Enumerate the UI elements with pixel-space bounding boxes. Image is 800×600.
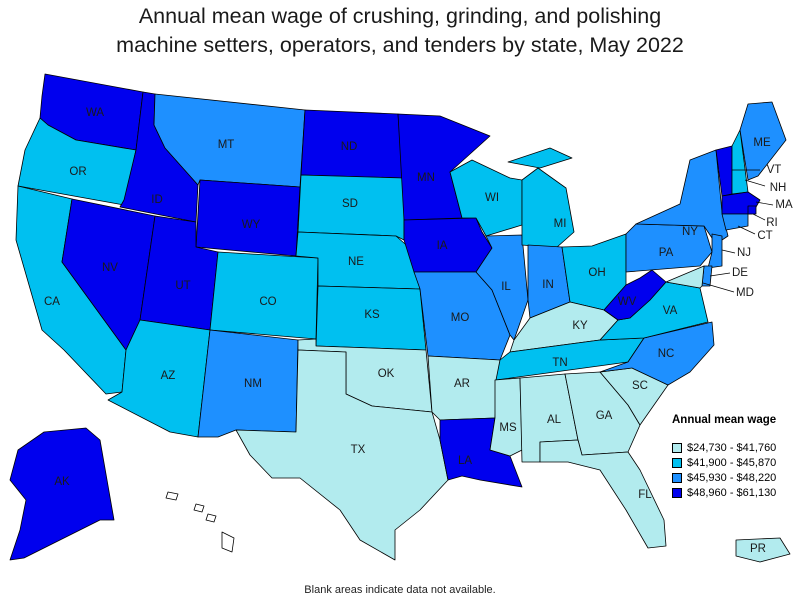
legend-swatch <box>672 457 682 468</box>
leader-line-ma <box>755 201 774 206</box>
state-label-ks: KS <box>364 309 380 321</box>
legend-item: $45,930 - $48,220 <box>672 470 798 485</box>
state-ak[interactable] <box>9 427 115 561</box>
state-label-md: MD <box>736 287 754 299</box>
legend-item: $24,730 - $41,760 <box>672 440 798 455</box>
state-label-de: DE <box>732 267 748 279</box>
state-label-oh: OH <box>588 267 605 279</box>
state-me[interactable] <box>739 101 787 181</box>
state-label-nv: NV <box>102 262 118 274</box>
state-label-nd: ND <box>341 141 358 153</box>
leader-line-ct <box>737 225 756 235</box>
state-wy[interactable] <box>195 179 301 257</box>
state-mi[interactable] <box>507 147 575 249</box>
state-label-wi: WI <box>485 192 499 204</box>
legend-title: Annual mean wage <box>672 414 777 426</box>
leader-line-de <box>709 272 731 277</box>
state-label-ia: IA <box>437 240 448 252</box>
state-label-ga: GA <box>596 410 613 422</box>
state-label-ut: UT <box>175 280 190 292</box>
state-label-co: CO <box>259 296 276 308</box>
state-label-nc: NC <box>658 348 675 360</box>
state-label-ok: OK <box>378 368 395 380</box>
state-label-ri: RI <box>766 217 778 229</box>
state-nj[interactable] <box>707 233 723 269</box>
state-label-fl: FL <box>638 489 652 501</box>
state-md[interactable] <box>665 265 705 289</box>
legend-range-label: $24,730 - $41,760 <box>687 441 777 454</box>
state-tx[interactable] <box>235 349 449 561</box>
legend: Annual mean wage $24,730 - $41,760 $41,90… <box>672 414 798 500</box>
legend-range-label: $48,960 - $61,130 <box>687 486 777 499</box>
state-il[interactable] <box>475 234 529 341</box>
state-label-la: LA <box>458 455 472 467</box>
map-title: Annual mean wage of crushing, grinding, … <box>0 2 800 60</box>
state-label-mt: MT <box>218 139 235 151</box>
state-sd[interactable] <box>297 174 405 241</box>
legend-swatch <box>672 472 682 483</box>
footnote: Blank areas indicate data not available. <box>304 584 496 596</box>
state-label-tn: TN <box>552 357 567 369</box>
state-label-ca: CA <box>44 296 60 308</box>
legend-swatch <box>672 487 682 498</box>
state-label-or: OR <box>69 166 86 178</box>
state-label-ms: MS <box>499 422 517 434</box>
state-label-vt: VT <box>767 164 782 176</box>
state-label-id: ID <box>151 194 163 206</box>
state-label-nh: NH <box>770 182 787 194</box>
state-label-ar: AR <box>454 378 470 390</box>
state-label-wy: WY <box>242 219 261 231</box>
legend-item: $41,900 - $45,870 <box>672 455 798 470</box>
state-label-nj: NJ <box>737 247 751 259</box>
state-ct[interactable] <box>721 213 749 231</box>
state-label-ny: NY <box>682 226 698 238</box>
state-label-il: IL <box>501 281 511 293</box>
state-label-sd: SD <box>342 198 358 210</box>
state-label-ne: NE <box>348 256 364 268</box>
state-ms[interactable] <box>489 377 523 457</box>
map-title-line-1: Annual mean wage of crushing, grinding, … <box>138 4 662 28</box>
state-label-wa: WA <box>86 107 104 119</box>
leader-line-ri <box>752 213 766 221</box>
state-hi[interactable] <box>165 491 235 553</box>
state-label-pr: PR <box>750 543 766 555</box>
state-label-ky: KY <box>572 320 588 332</box>
state-label-pa: PA <box>659 247 674 259</box>
legend-item: $48,960 - $61,130 <box>672 485 798 500</box>
leader-line-nh <box>744 179 766 187</box>
state-ia[interactable] <box>403 217 493 273</box>
state-label-mi: MI <box>554 218 567 230</box>
state-label-wv: WV <box>618 296 637 308</box>
state-fl[interactable] <box>539 439 667 549</box>
state-ri[interactable] <box>747 205 757 215</box>
state-label-ak: AK <box>54 476 70 488</box>
leader-line-nj <box>721 249 736 254</box>
legend-range-label: $45,930 - $48,220 <box>687 471 777 484</box>
state-label-ct: CT <box>757 230 772 242</box>
state-label-tx: TX <box>351 444 366 456</box>
state-label-ma: MA <box>775 199 793 211</box>
state-label-az: AZ <box>161 370 176 382</box>
legend-range-label: $41,900 - $45,870 <box>687 456 777 469</box>
state-label-va: VA <box>663 305 678 317</box>
map-title-line-2: machine setters, operators, and tenders … <box>116 33 684 57</box>
state-label-nm: NM <box>244 378 262 390</box>
leader-line-md <box>702 282 735 293</box>
state-label-al: AL <box>547 414 562 426</box>
state-pr[interactable] <box>735 537 791 563</box>
state-label-sc: SC <box>632 380 648 392</box>
state-label-me: ME <box>753 137 771 149</box>
state-label-mo: MO <box>451 312 470 324</box>
legend-swatch <box>672 442 682 453</box>
state-label-in: IN <box>542 279 554 291</box>
state-label-mn: MN <box>417 172 435 184</box>
